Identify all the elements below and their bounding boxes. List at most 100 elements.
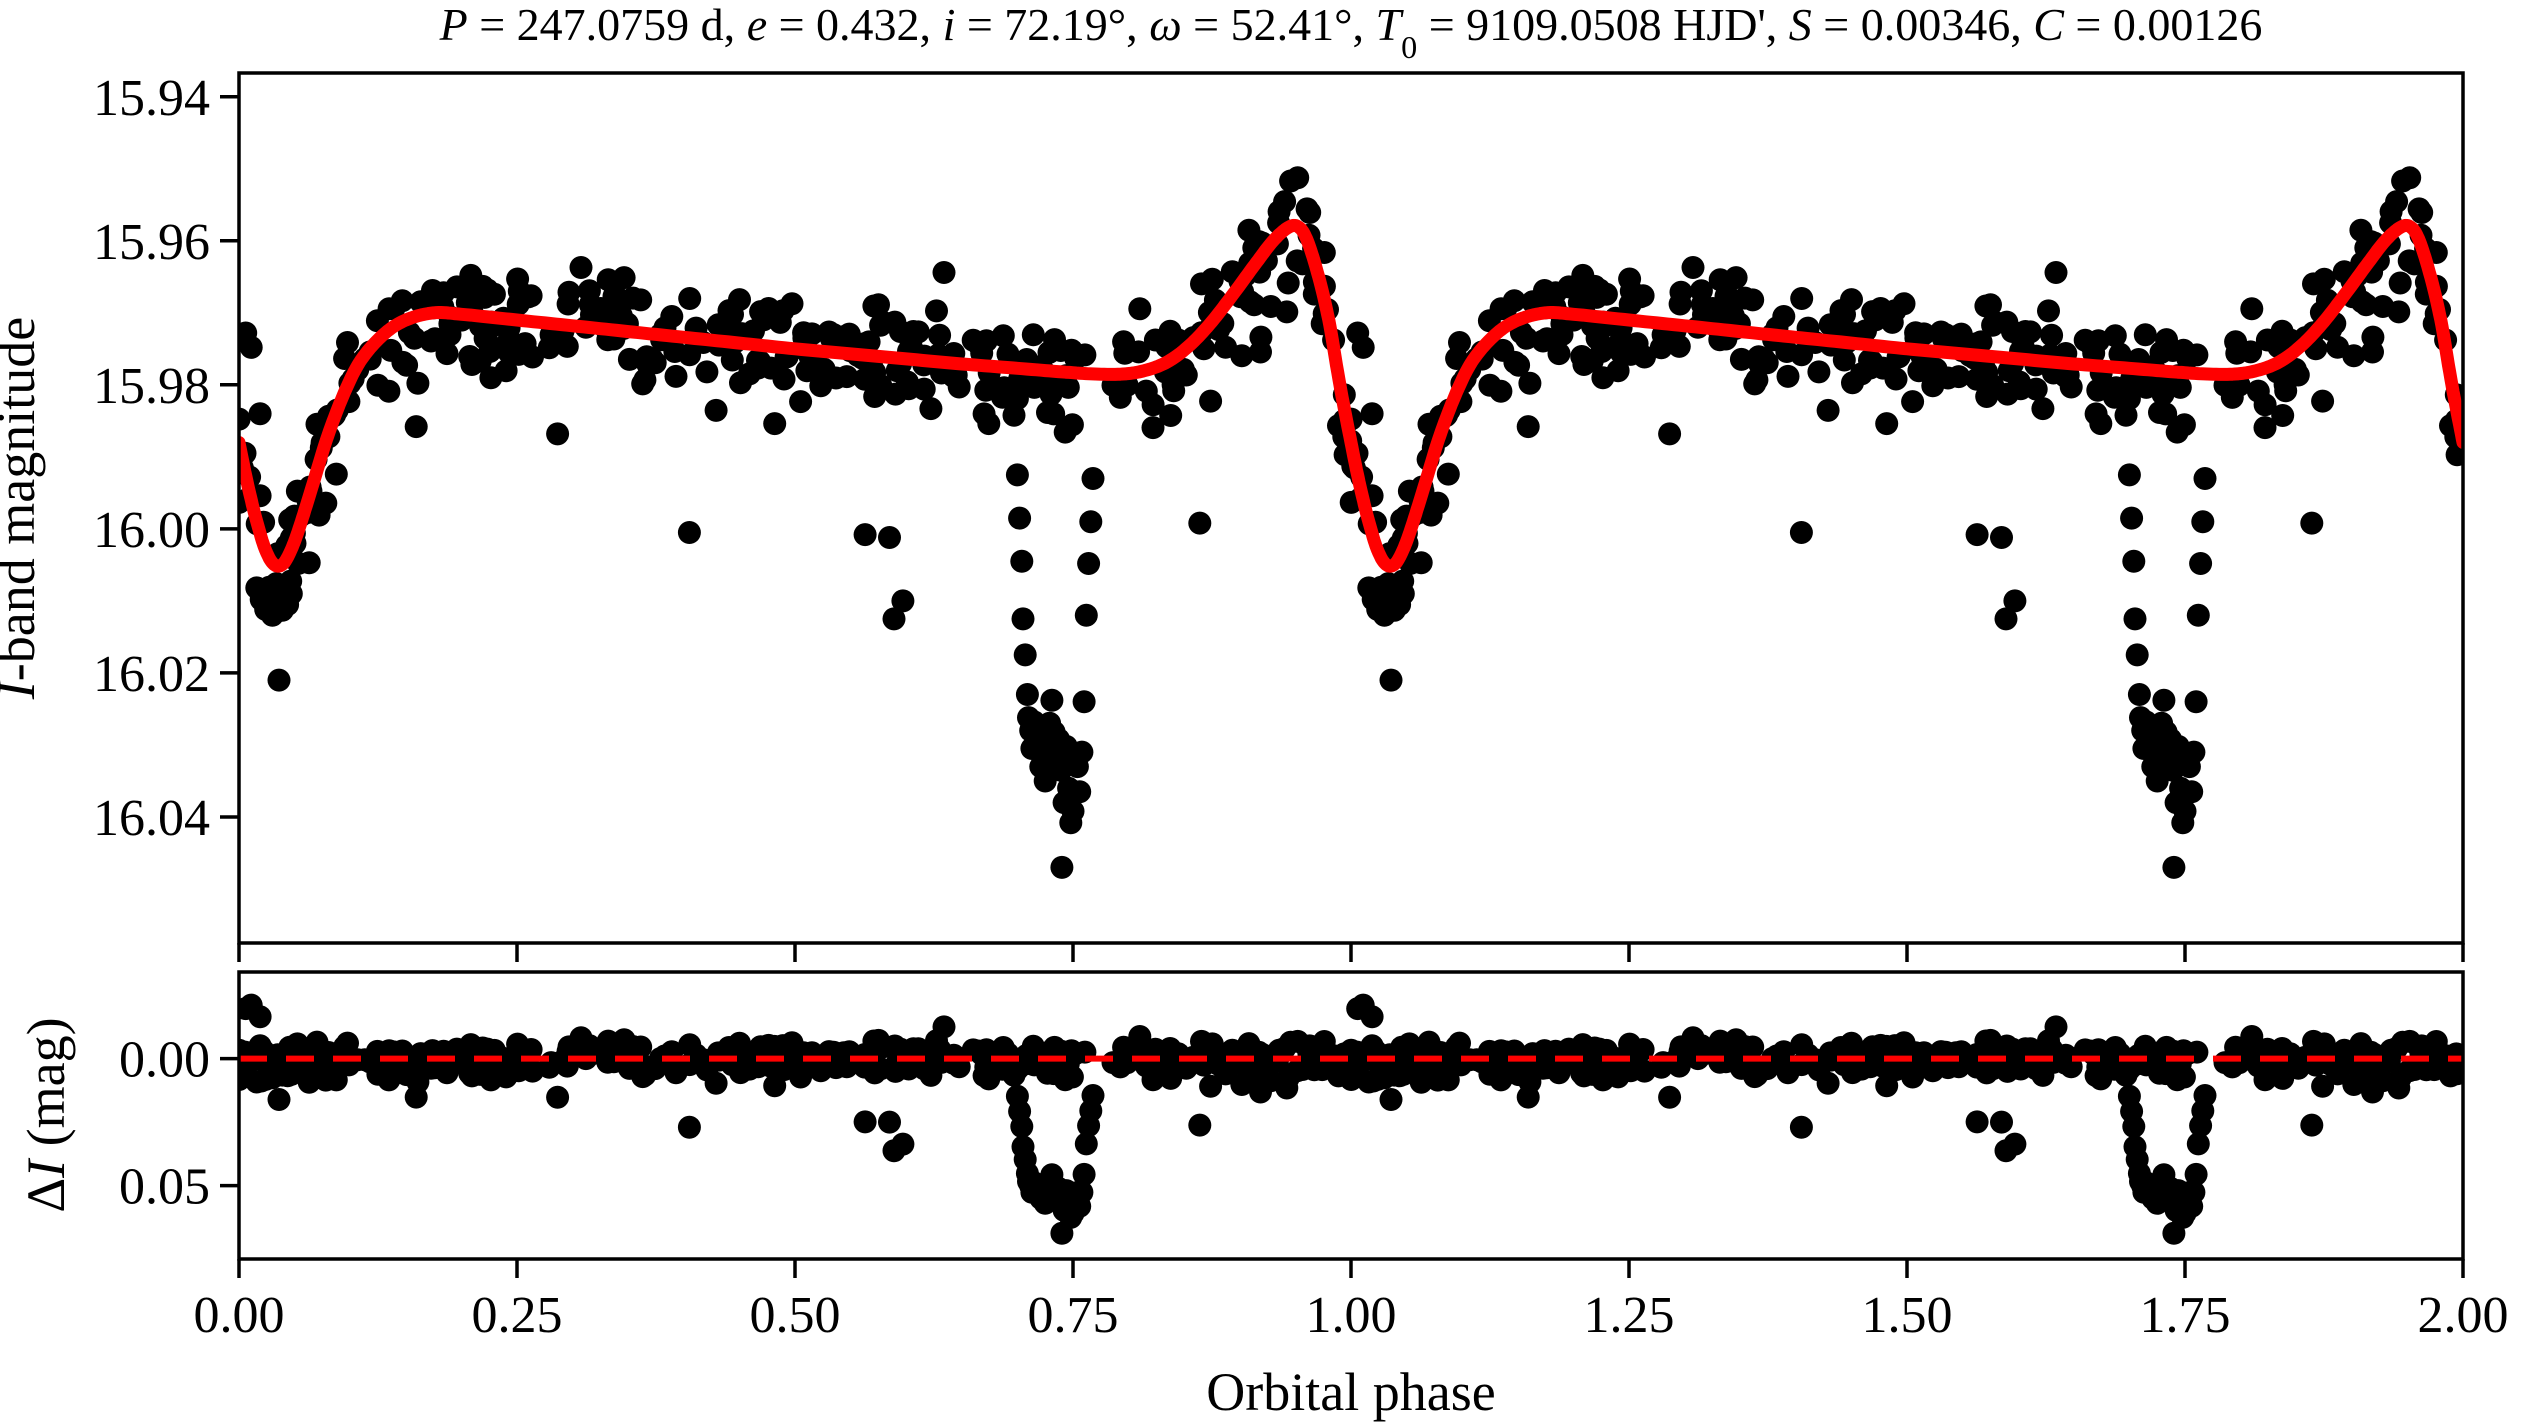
residual-point <box>1533 1039 1556 1063</box>
y-tick-label-main: 16.02 <box>93 646 210 703</box>
residual-point <box>324 1068 348 1092</box>
residual-scatter <box>239 993 2463 1245</box>
data-point <box>932 261 956 284</box>
data-point <box>1275 300 1299 324</box>
residual-point <box>2172 1065 2196 1089</box>
data-point <box>1816 398 1840 422</box>
data-point <box>1969 330 1993 354</box>
data-point <box>928 323 952 347</box>
x-tick-label: 0.75 <box>1028 1287 1119 1344</box>
data-point <box>2133 323 2157 347</box>
data-point <box>1892 292 1916 316</box>
data-point <box>1008 506 1032 530</box>
residual-point <box>1360 1005 1384 1029</box>
residual-point <box>1248 1052 1272 1075</box>
data-point <box>406 371 430 395</box>
data-point <box>2127 683 2151 706</box>
residual-point <box>1072 1162 1096 1186</box>
data-point <box>2385 190 2409 214</box>
data-point <box>695 360 719 384</box>
data-point <box>2152 688 2176 712</box>
data-point <box>1074 603 1098 627</box>
data-point <box>569 256 593 279</box>
residual-point <box>2300 1113 2324 1137</box>
data-point <box>1242 293 1266 317</box>
data-point <box>435 342 459 366</box>
data-point <box>2326 335 2350 359</box>
data-point <box>1681 256 1705 279</box>
data-point <box>863 360 887 384</box>
data-point <box>2084 402 2108 426</box>
residual-point <box>2283 1054 2307 1077</box>
data-point <box>2302 272 2325 296</box>
y-tick-label-main: 15.94 <box>93 70 210 127</box>
data-point <box>1631 284 1655 308</box>
data-point <box>1060 413 1084 437</box>
data-point <box>1741 288 1765 312</box>
data-point <box>421 279 444 302</box>
data-point <box>1591 366 1615 390</box>
data-point <box>248 402 272 426</box>
residual-point <box>464 1037 488 1060</box>
data-point <box>1050 855 1074 879</box>
data-point <box>1592 335 1616 359</box>
data-point <box>704 398 728 422</box>
residual-point <box>2148 1061 2171 1085</box>
residual-point <box>353 1048 377 1072</box>
data-point <box>1072 690 1096 714</box>
data-point <box>2182 740 2206 764</box>
data-point <box>578 293 602 316</box>
data-point <box>2191 510 2215 534</box>
data-point <box>1022 375 1046 399</box>
data-point <box>824 366 848 390</box>
data-point <box>2044 261 2068 284</box>
data-point <box>2180 780 2204 804</box>
residual-point <box>1974 1029 1998 1053</box>
data-point <box>857 330 881 354</box>
residual-point <box>966 1039 990 1063</box>
data-point <box>2172 413 2196 437</box>
top-panel-data <box>239 166 2463 879</box>
data-point <box>1875 412 1899 436</box>
data-point <box>789 390 813 414</box>
data-point <box>2117 463 2141 487</box>
data-point <box>2300 511 2324 535</box>
data-point <box>1869 297 1893 320</box>
residual-point <box>492 1046 515 1070</box>
data-point <box>404 415 428 439</box>
data-point <box>1772 305 1796 328</box>
data-point <box>2283 357 2307 381</box>
residual-point <box>891 1132 915 1156</box>
residual-point <box>248 1005 272 1029</box>
residual-point <box>1807 1058 1831 1082</box>
residual-point <box>1631 1038 1655 1061</box>
data-point <box>1572 353 1596 376</box>
data-point <box>1669 280 1693 304</box>
data-point <box>1609 328 1633 352</box>
residual-point <box>2360 1052 2384 1075</box>
data-point <box>660 305 684 328</box>
data-point <box>717 299 741 323</box>
residual-point <box>2361 1075 2385 1099</box>
data-point <box>1832 348 1856 372</box>
data-point <box>1965 523 1989 547</box>
residual-point <box>2377 1049 2401 1073</box>
residual-point <box>1297 1043 1321 1067</box>
data-point <box>2274 379 2298 403</box>
data-point <box>1298 201 1322 224</box>
residual-point <box>1081 1084 1105 1107</box>
data-point <box>1162 379 1186 403</box>
data-point <box>1214 335 1238 359</box>
residual-point <box>878 1110 901 1134</box>
data-point <box>609 304 633 328</box>
data-point <box>557 280 581 304</box>
residual-point <box>1990 1110 2013 1134</box>
x-tick-label: 0.25 <box>472 1287 563 1344</box>
data-point <box>1489 379 1513 403</box>
data-point <box>1021 323 1045 347</box>
data-point <box>2172 338 2195 362</box>
x-tick-label: 2.00 <box>2418 1287 2509 1344</box>
data-point <box>635 345 659 369</box>
residual-point <box>519 1038 543 1061</box>
